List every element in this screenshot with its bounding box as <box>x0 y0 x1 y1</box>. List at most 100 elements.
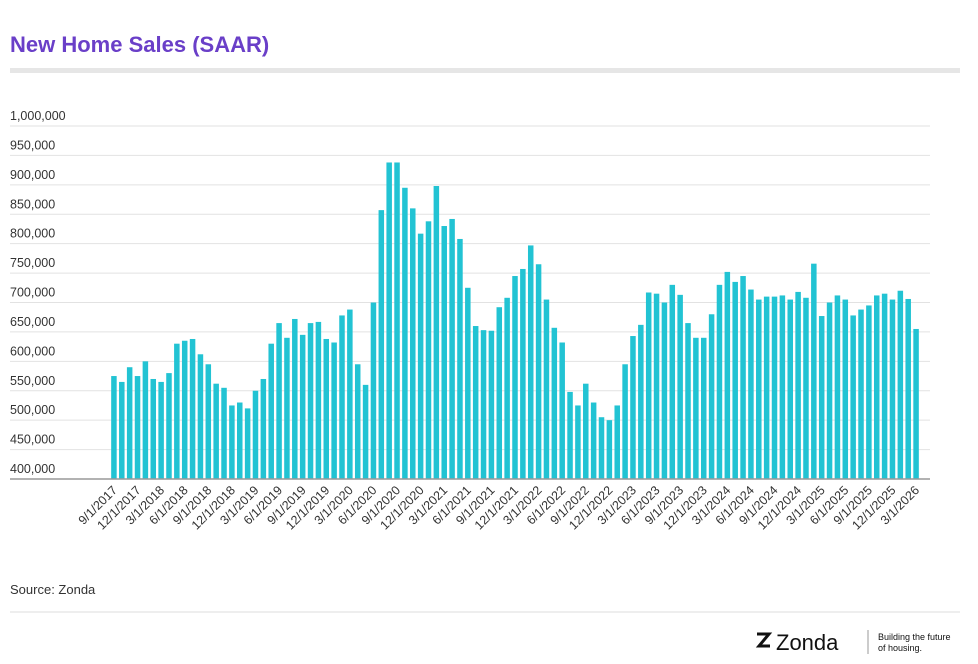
bar <box>858 309 864 479</box>
y-tick-label: 450,000 <box>10 433 55 447</box>
bar <box>480 330 487 479</box>
bar <box>559 342 565 479</box>
bar <box>881 293 888 479</box>
bar <box>677 294 683 479</box>
title-rule <box>10 68 960 73</box>
bar <box>496 307 503 479</box>
bar <box>748 289 754 479</box>
bar <box>410 208 416 479</box>
y-tick-label: 900,000 <box>10 168 55 182</box>
bar <box>433 186 440 479</box>
bar <box>394 162 400 479</box>
bar <box>630 336 636 479</box>
bar <box>661 302 668 479</box>
bar <box>598 417 605 479</box>
bar <box>567 391 573 479</box>
bar <box>465 287 471 479</box>
bar <box>873 295 880 479</box>
bar <box>402 187 408 479</box>
bar <box>221 387 227 479</box>
bar <box>724 271 731 479</box>
bar <box>331 342 337 479</box>
bar <box>685 323 691 479</box>
bar <box>645 292 652 479</box>
bar <box>441 226 447 479</box>
bar <box>354 364 361 479</box>
bar <box>913 328 919 479</box>
bar <box>323 338 330 479</box>
bar <box>197 354 204 479</box>
bar <box>590 402 597 479</box>
bar <box>834 295 841 479</box>
bar <box>339 315 345 479</box>
bar <box>244 408 251 479</box>
bar <box>826 302 833 479</box>
bar <box>181 340 188 479</box>
bar <box>606 420 613 479</box>
bar <box>457 238 463 479</box>
bar <box>213 383 219 479</box>
y-tick-label: 950,000 <box>10 138 55 152</box>
bar <box>708 314 715 479</box>
tagline: Building the future <box>878 632 951 642</box>
y-tick-label: 550,000 <box>10 374 55 388</box>
bar <box>866 305 872 479</box>
y-tick-label: 650,000 <box>10 315 55 329</box>
bar <box>771 296 778 479</box>
bar <box>362 384 369 479</box>
bar <box>386 162 392 479</box>
bar <box>166 373 172 479</box>
bar <box>260 378 267 479</box>
bar <box>842 299 849 479</box>
bar <box>740 276 746 479</box>
bar <box>315 321 322 479</box>
bar <box>174 343 180 479</box>
bar <box>543 299 550 479</box>
bar <box>111 376 117 479</box>
bar <box>732 281 738 479</box>
bar <box>119 381 125 479</box>
bar <box>417 233 424 479</box>
bar <box>370 302 377 479</box>
bar <box>756 299 762 479</box>
bar <box>795 291 801 479</box>
bar <box>811 263 817 479</box>
bar <box>535 264 542 479</box>
bar <box>292 318 298 479</box>
bar <box>299 334 306 479</box>
y-tick-label: 600,000 <box>10 344 55 358</box>
bar <box>763 296 770 479</box>
bar <box>158 381 164 479</box>
brand: Zonda <box>776 630 839 655</box>
logo: Zonda Building the future of housing. <box>755 630 951 655</box>
bar <box>850 315 856 479</box>
bar <box>905 298 911 479</box>
bar <box>134 376 141 479</box>
bar <box>307 323 314 479</box>
bar <box>142 361 149 479</box>
bar <box>897 290 904 479</box>
bar <box>504 297 510 479</box>
tagline: of housing. <box>878 643 922 653</box>
bar <box>700 337 707 479</box>
bar <box>150 378 157 479</box>
bar <box>803 297 809 479</box>
bar <box>622 364 628 479</box>
bar <box>583 383 589 479</box>
bar <box>425 221 432 479</box>
bar <box>551 327 558 479</box>
bar <box>818 316 825 479</box>
y-tick-label: 500,000 <box>10 403 55 417</box>
bar <box>779 295 786 479</box>
y-tick-label: 700,000 <box>10 286 55 300</box>
y-tick-label: 800,000 <box>10 227 55 241</box>
bar <box>716 284 723 479</box>
bar <box>787 299 793 479</box>
source: Source: Zonda <box>10 582 96 597</box>
bar <box>126 367 133 479</box>
bar <box>472 326 479 479</box>
chart-title: New Home Sales (SAAR) <box>10 32 269 57</box>
bar <box>237 402 243 479</box>
bar <box>614 405 620 479</box>
